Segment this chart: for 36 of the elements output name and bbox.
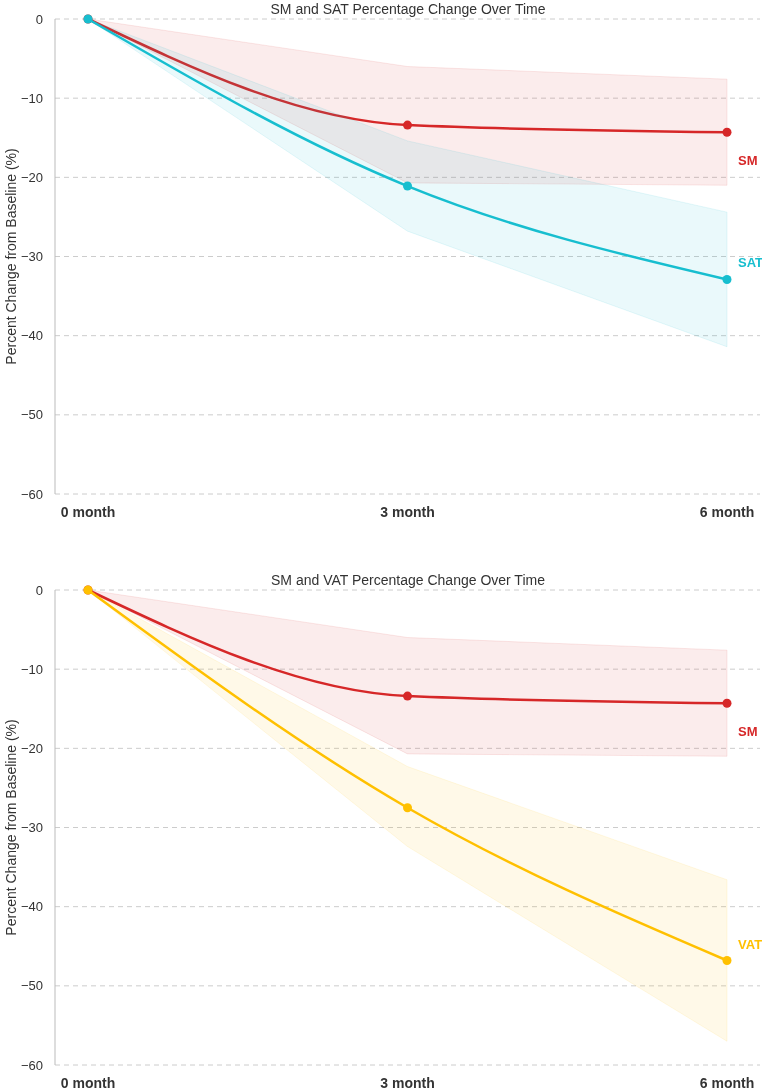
x-tick-label: 3 month xyxy=(380,1075,435,1091)
point xyxy=(722,698,732,708)
series-label: SAT xyxy=(738,255,762,271)
y-tick-label: −50 xyxy=(20,407,43,423)
point xyxy=(403,691,412,701)
point xyxy=(403,803,412,813)
point xyxy=(722,274,732,284)
point xyxy=(403,181,412,191)
point xyxy=(722,127,732,137)
y-axis-title: Percent Change from Baseline (%) xyxy=(3,148,19,365)
x-tick-label: 0 month xyxy=(60,1075,116,1091)
y-tick-label: −30 xyxy=(20,820,43,836)
y-tick-label: −60 xyxy=(20,486,43,502)
y-tick-label: −40 xyxy=(20,328,43,344)
x-tick-label: 6 month xyxy=(699,1075,755,1091)
point xyxy=(403,120,412,130)
y-tick-label: −40 xyxy=(20,899,43,915)
y-tick-label: −60 xyxy=(20,1057,43,1073)
y-tick-label: 0 xyxy=(35,11,43,27)
series-label: VAT xyxy=(738,936,762,952)
series-label: SM xyxy=(738,153,758,169)
x-tick-label: 3 month xyxy=(380,504,435,520)
chart-title: SM and SAT Percentage Change Over Time xyxy=(270,1,546,17)
y-tick-label: −20 xyxy=(20,740,43,756)
y-tick-label: −50 xyxy=(20,978,43,994)
y-axis-title: Percent Change from Baseline (%) xyxy=(3,719,19,936)
x-tick-label: 6 month xyxy=(699,504,755,520)
y-tick-label: −30 xyxy=(20,249,43,265)
chart-title: SM and VAT Percentage Change Over Time xyxy=(271,572,546,588)
point xyxy=(722,956,732,965)
y-tick-label: −20 xyxy=(20,169,43,185)
series-label: SM xyxy=(738,724,758,740)
y-tick-label: 0 xyxy=(35,582,43,598)
y-tick-label: −10 xyxy=(20,90,43,106)
x-tick-label: 0 month xyxy=(60,504,116,520)
y-tick-label: −10 xyxy=(20,661,43,677)
